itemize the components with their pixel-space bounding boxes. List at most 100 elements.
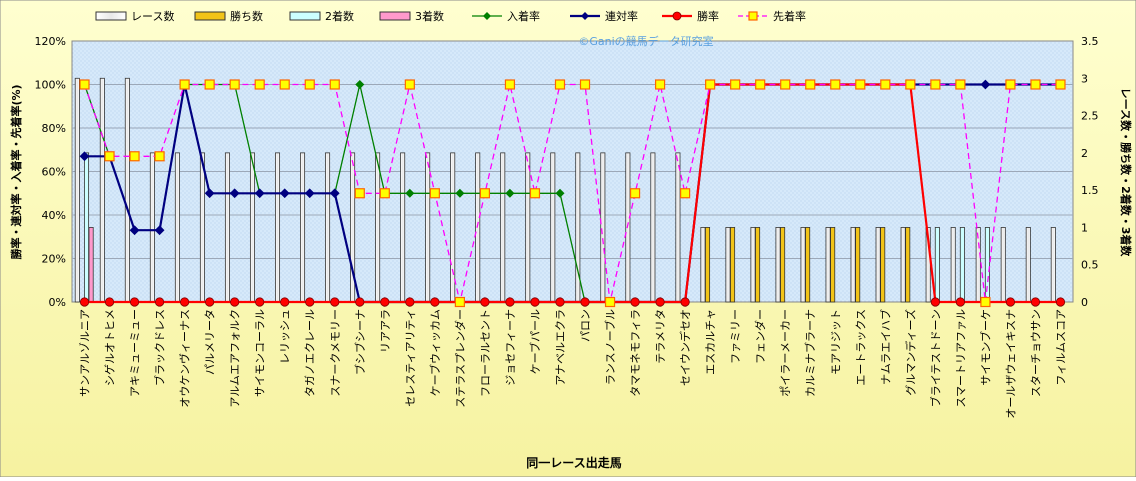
legend-marker [672, 11, 682, 21]
axes: 0% 20% 40% 60% 80% 100% 120% 0 0.5 1 1.5 2 2.5 3 3.5 サン… [35, 35, 1099, 419]
marker-先着率 [930, 79, 941, 90]
marker-勝率 [380, 297, 390, 307]
x-tick-label: ジョセフィーナ [504, 309, 517, 386]
marker-先着率 [504, 79, 516, 90]
marker-先着率 [1005, 79, 1016, 90]
marker-勝率 [154, 297, 165, 307]
marker-勝率 [1030, 297, 1041, 307]
marker-勝率 [655, 297, 665, 307]
x-tick-label: フローラルセント [479, 309, 492, 397]
marker-勝率 [330, 297, 340, 307]
x-tick-label: エスカルチャ [704, 309, 717, 375]
marker-勝率 [505, 297, 515, 307]
watermark: ©Ganiの競馬データ研究室 [578, 34, 713, 48]
bar-レース数 [975, 227, 981, 303]
y-left-tick-label: 0% [49, 296, 66, 309]
marker-連対率 [329, 188, 340, 199]
bar-レース数 [99, 77, 105, 303]
bar-レース数 [1025, 227, 1031, 303]
y-right-tick-label: 2.5 [1081, 110, 1099, 123]
marker-勝率 [955, 297, 965, 307]
legend-label: 2着数 [325, 9, 354, 23]
bar-2着数 [959, 227, 965, 303]
bar-レース数 [600, 152, 606, 303]
x-tick-label: ブラックドレス [153, 309, 167, 386]
bar-レース数 [675, 152, 681, 303]
marker-勝率 [480, 297, 490, 307]
marker-勝率 [205, 297, 215, 307]
bar-勝ち数 [805, 227, 811, 303]
marker-先着率 [329, 79, 340, 90]
marker-先着率 [179, 79, 190, 90]
bar-レース数 [249, 152, 255, 303]
marker-勝率 [1055, 297, 1066, 307]
bar-レース数 [400, 152, 406, 303]
x-tick-label: サイモンコーラル [254, 309, 267, 397]
x-tick-label: オールザウェイキスナ [1004, 309, 1017, 419]
marker-先着率 [1030, 79, 1041, 90]
bar-レース数 [900, 227, 906, 303]
marker-先着率 [104, 151, 115, 162]
legend-marker [581, 12, 589, 20]
marker-勝率 [405, 297, 415, 307]
x-tick-label: アキミューミュー [129, 309, 142, 397]
x-tick-label: スターチョウサン [1030, 309, 1043, 397]
legend-label: レース数 [131, 10, 174, 23]
marker-先着率 [379, 188, 390, 199]
marker-先着率 [479, 188, 491, 199]
marker-先着率 [229, 79, 240, 90]
marker-連対率 [304, 188, 315, 199]
x-tick-label: ステラスプレンダー [453, 309, 467, 408]
marker-勝率 [680, 297, 690, 307]
y-left-tick-label: 100% [35, 79, 66, 92]
x-tick-label: ブライテストドーン [928, 309, 942, 407]
bar-レース数 [124, 77, 130, 303]
x-tick-label: タガノエクレール [304, 309, 317, 397]
marker-連対率 [980, 79, 991, 90]
x-tick-label: ケーブパール [528, 309, 542, 374]
x-tick-label: モアリジット [829, 309, 842, 375]
x-tick-label: グルマンディーズ [903, 309, 917, 396]
x-tick-label: サイモンブーケ [978, 309, 992, 386]
x-axis-label: 同一レース出走馬 [526, 455, 621, 470]
marker-先着率 [780, 79, 791, 90]
legend-label: 勝率 [697, 9, 719, 23]
legend-label: 勝ち数 [230, 9, 263, 23]
marker-先着率 [429, 188, 440, 199]
marker-先着率 [730, 79, 741, 90]
bar-レース数 [775, 227, 781, 303]
marker-先着率 [129, 151, 140, 162]
y-left-tick-label: 80% [42, 122, 66, 135]
bar-勝ち数 [880, 227, 886, 303]
legend-label: 3着数 [415, 9, 444, 23]
bar-レース数 [174, 152, 180, 303]
bar-レース数 [800, 227, 806, 303]
marker-入着率 [455, 188, 465, 198]
bar-レース数 [1000, 227, 1006, 303]
x-tick-label: フィルムスコア [1055, 309, 1068, 386]
x-tick-label: リアアラ [379, 309, 392, 353]
legend-swatch [95, 11, 127, 21]
marker-先着率 [304, 79, 315, 90]
y-right-tick-label: 3 [1081, 72, 1088, 85]
bar-レース数 [425, 152, 431, 303]
bar-レース数 [74, 77, 80, 303]
bar-レース数 [525, 152, 531, 303]
marker-勝率 [104, 297, 115, 307]
x-tick-label: エートラックス [854, 309, 867, 386]
x-tick-label: レリッシュ [279, 309, 292, 364]
marker-先着率 [805, 79, 816, 90]
bar-レース数 [199, 152, 205, 303]
y-axis-left-label: 勝率・連対率・入着率・先着率(%) [9, 84, 23, 259]
marker-勝率 [430, 297, 440, 307]
x-tick-label: テラメリタ [654, 309, 667, 364]
bar-レース数 [375, 152, 381, 303]
marker-先着率 [354, 188, 365, 199]
y-right-tick-label: 0.5 [1081, 259, 1099, 272]
bar-レース数 [275, 152, 281, 303]
bar-3着数 [88, 227, 94, 303]
bar-レース数 [950, 227, 956, 303]
bar-2着数 [984, 227, 990, 303]
